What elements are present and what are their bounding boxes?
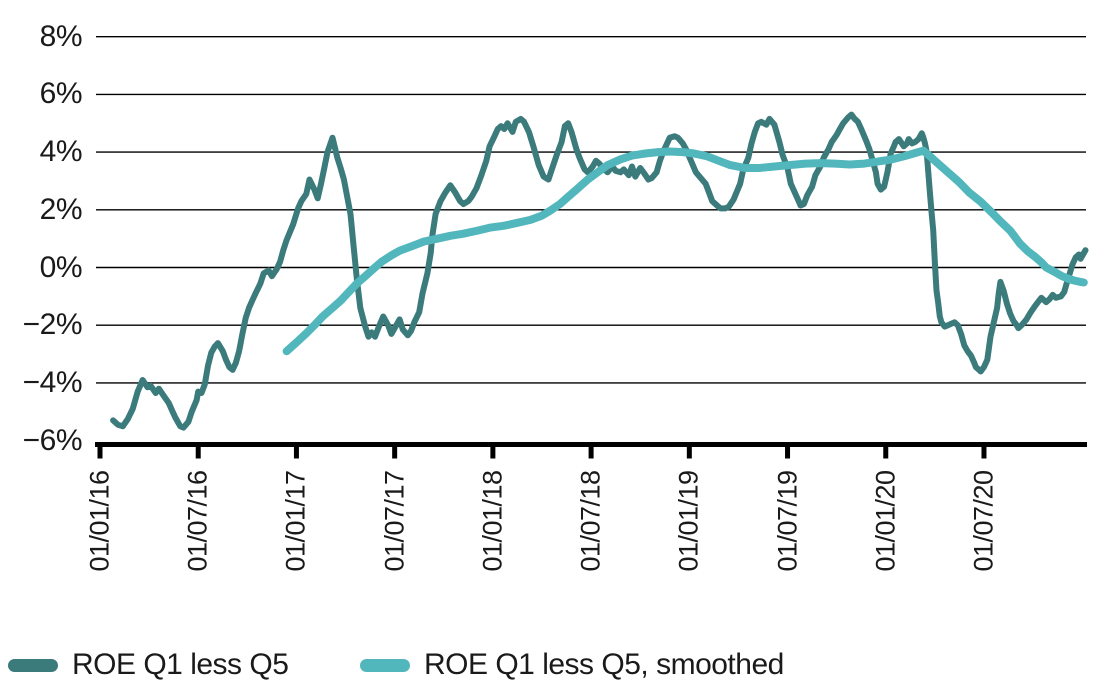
y-axis-label--2pct: −2% (22, 308, 83, 342)
x-axis-label-01/01/16: 01/01/16 (84, 470, 115, 572)
x-axis-label-01/01/17: 01/01/17 (280, 470, 311, 572)
legend-swatch-roe-q1-less-q5-smoothed (360, 658, 410, 672)
x-axis-label-01/07/16: 01/07/16 (182, 470, 213, 572)
y-axis-label-8pct: 8% (39, 19, 83, 53)
y-axis-label-4pct: 4% (39, 135, 83, 169)
y-axis-label-2pct: 2% (39, 192, 83, 226)
legend-swatch-roe-q1-less-q5 (8, 658, 58, 672)
y-axis-label--6pct: −6% (22, 423, 83, 457)
x-axis-label-01/07/17: 01/07/17 (379, 470, 410, 572)
x-axis-label-01/01/20: 01/01/20 (870, 470, 901, 572)
x-axis-label-01/01/19: 01/01/19 (673, 470, 704, 572)
x-axis-label-01/07/19: 01/07/19 (772, 470, 803, 572)
x-axis-label-01/07/18: 01/07/18 (575, 470, 606, 572)
series-line-roe-q1-less-q5-smoothed (282, 146, 1088, 356)
legend-label-roe-q1-less-q5: ROE Q1 less Q5 (72, 648, 289, 681)
legend-label-roe-q1-less-q5-smoothed: ROE Q1 less Q5, smoothed (424, 648, 784, 681)
x-axis-label-01/01/18: 01/01/18 (477, 470, 508, 572)
legend: ROE Q1 less Q5 ROE Q1 less Q5, smoothed (0, 645, 1100, 690)
series-line-roe-q1-less-q5 (110, 111, 1089, 431)
y-axis-label-0pct: 0% (39, 250, 83, 284)
x-axis-label-01/07/20: 01/07/20 (968, 470, 999, 572)
legend-item-roe-q1-less-q5-smoothed: ROE Q1 less Q5, smoothed (360, 645, 784, 685)
y-axis-label--4pct: −4% (22, 365, 83, 399)
y-axis-label-6pct: 6% (39, 77, 83, 111)
legend-item-roe-q1-less-q5: ROE Q1 less Q5 (8, 645, 289, 685)
